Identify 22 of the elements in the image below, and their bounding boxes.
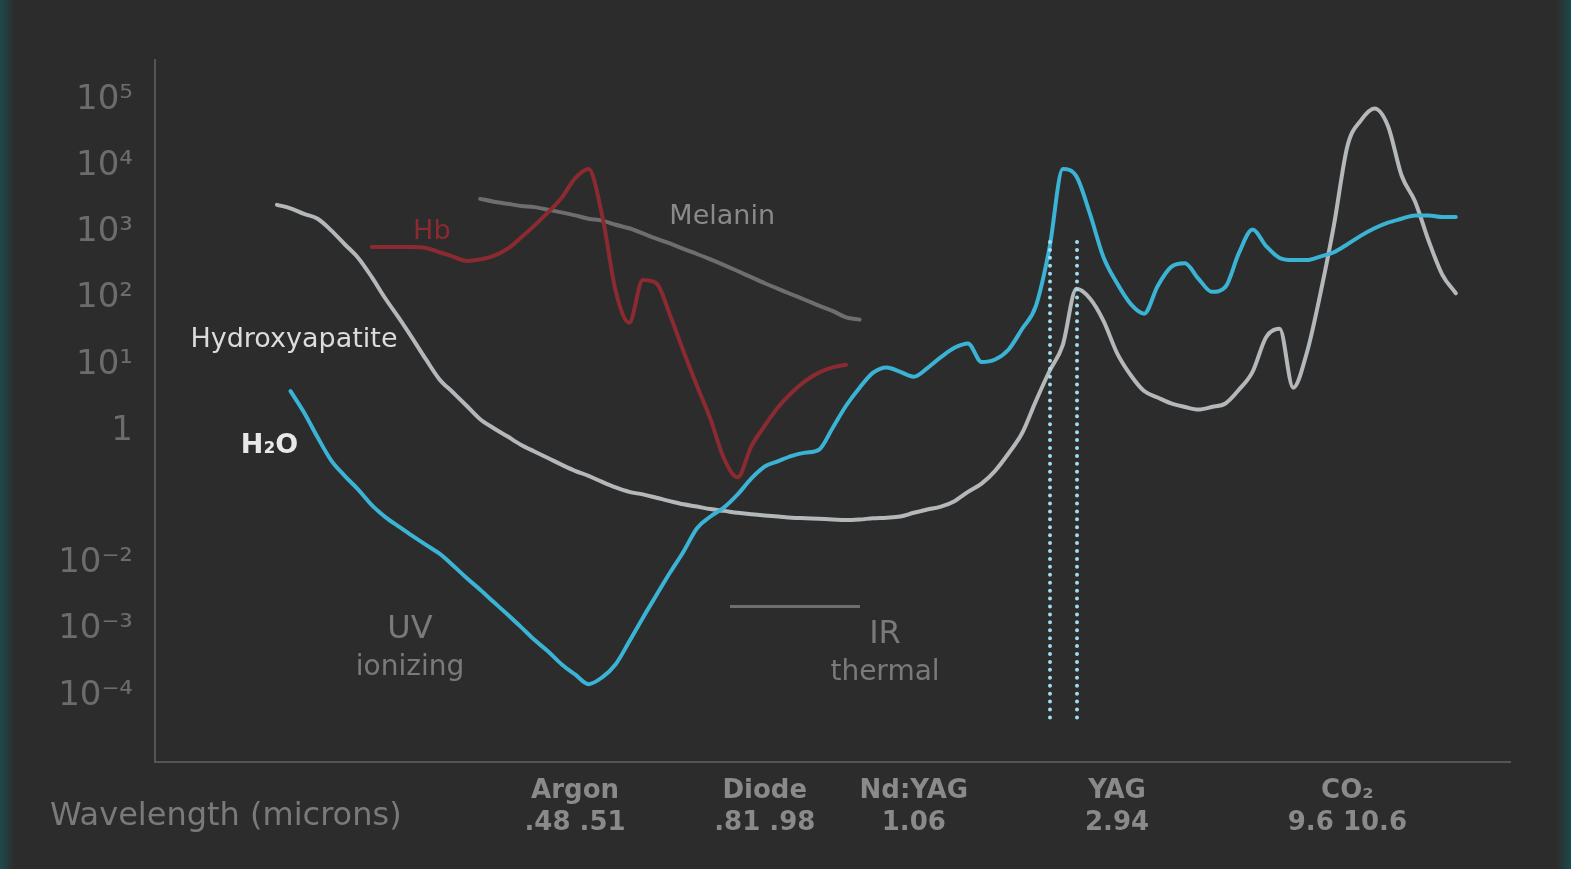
y-tick-label: 1	[111, 407, 133, 448]
y-tick-label: 10⁵	[76, 76, 133, 117]
y-tick-label: 10⁻³	[58, 606, 133, 647]
line-series	[478, 196, 862, 322]
y-tick-label: 10⁻⁴	[58, 672, 133, 713]
series-label: Hb	[413, 214, 451, 245]
x-tick-label: CO₂ 9.6 10.6	[1287, 774, 1408, 836]
y-tick-label: 10⁴	[76, 142, 133, 183]
series-label: H₂O	[240, 428, 299, 460]
y-tick-label: 10²	[76, 275, 133, 316]
y-tick-label: 10¹	[76, 341, 133, 382]
x-tick-label: Nd:YAG 1.06	[859, 774, 969, 836]
x-tick-label: Diode .81 .98	[714, 774, 816, 836]
annotation: IR thermal	[830, 613, 940, 688]
annotation: UV ionizing	[355, 608, 465, 683]
x-tick-label: YAG 2.94	[1084, 774, 1150, 836]
series-label: Melanin	[669, 198, 776, 230]
x-tick-label: Argon .48 .51	[524, 774, 626, 836]
y-tick-label: 10⁻²	[58, 540, 133, 581]
series-label: Hydroxyapatite	[190, 321, 398, 353]
y-tick-label: 10³	[76, 209, 133, 250]
x-axis-title: Wavelength (microns)	[50, 795, 402, 834]
